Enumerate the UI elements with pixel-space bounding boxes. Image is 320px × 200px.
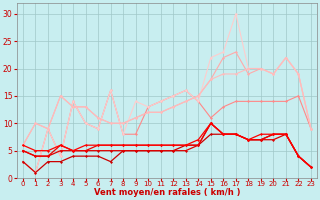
X-axis label: Vent moyen/en rafales ( km/h ): Vent moyen/en rafales ( km/h ) [94,188,240,197]
